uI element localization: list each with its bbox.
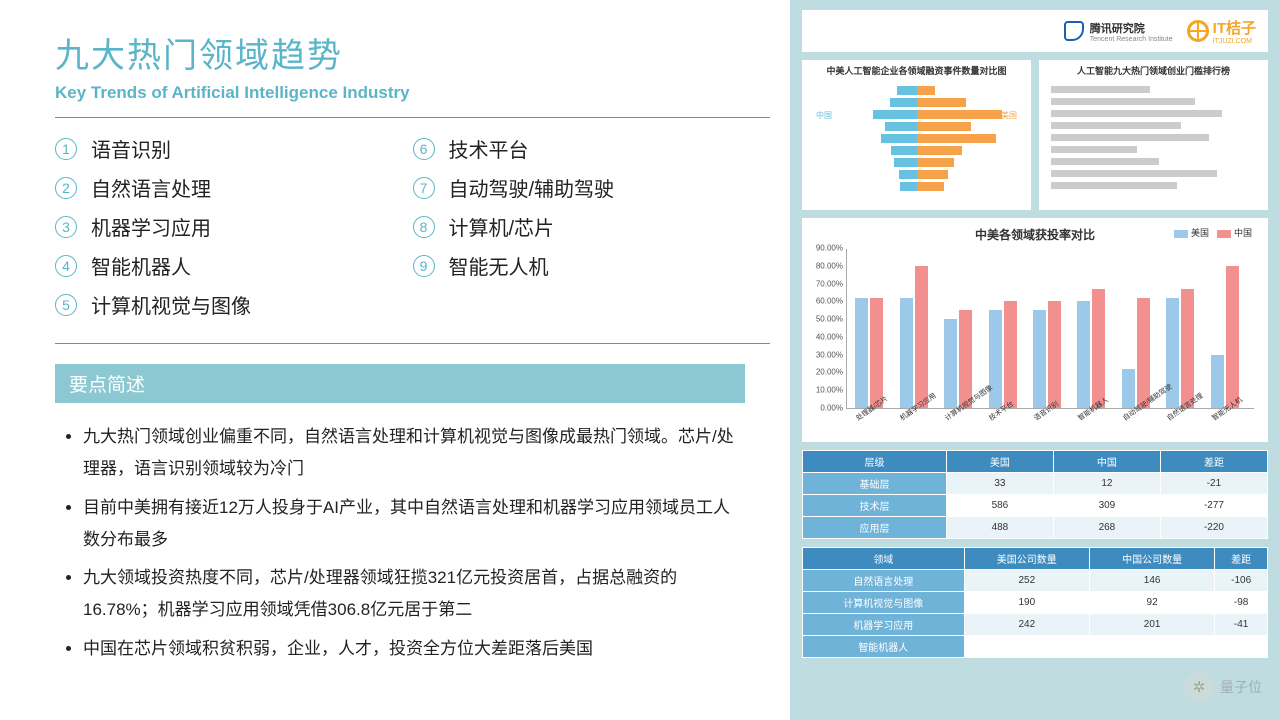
cell: 488 xyxy=(946,517,1053,539)
cell: -106 xyxy=(1215,570,1268,592)
left-panel: 九大热门领域趋势 Key Trends of Artificial Intell… xyxy=(0,0,790,720)
cell: 33 xyxy=(946,473,1053,495)
logo-itjuzi-label: IT桔子 xyxy=(1213,17,1256,38)
th: 中国公司数量 xyxy=(1089,548,1214,570)
th: 中国 xyxy=(1053,451,1160,473)
cell: 125 xyxy=(1089,636,1214,658)
cell: -41 xyxy=(1215,614,1268,636)
bullet-item: 目前中美拥有接近12万人投身于AI产业，其中自然语言处理和机器学习应用领域员工人… xyxy=(83,492,745,557)
main-chart-legend: 美国 中国 xyxy=(1174,226,1252,239)
cell: 91 xyxy=(964,636,1089,658)
domain-item: 6技术平台 xyxy=(413,134,771,163)
mini-chart-pyramid: 中美人工智能企业各领域融资事件数量对比图 xyxy=(802,60,1031,210)
row-header: 计算机视觉与图像 xyxy=(803,592,965,614)
cell: 34 xyxy=(1215,636,1268,658)
cell: 242 xyxy=(964,614,1089,636)
main-chart: 中美各领域获投率对比 美国 中国 0.00%10.00%20.00%30.00%… xyxy=(802,218,1268,442)
divider-2 xyxy=(55,343,770,344)
cell: -277 xyxy=(1160,495,1267,517)
domain-item: 9智能无人机 xyxy=(413,251,771,280)
th: 差距 xyxy=(1215,548,1268,570)
mini-chart-left-title: 中美人工智能企业各领域融资事件数量对比图 xyxy=(808,64,1025,77)
bullet-list: 九大热门领域创业偏重不同，自然语言处理和计算机视觉与图像成最热门领域。芯片/处理… xyxy=(55,421,745,665)
domain-item: 3机器学习应用 xyxy=(55,212,413,241)
logo-tencent-sub: Tencent Research Institute xyxy=(1090,36,1173,43)
legend-us: 美国 xyxy=(1191,228,1209,238)
bullet-item: 中国在芯片领域积贫积弱，企业，人才，投资全方位大差距落后美国 xyxy=(83,633,745,665)
row-header: 智能机器人 xyxy=(803,636,965,658)
table-domains: 领域美国公司数量中国公司数量差距自然语言处理252146-106 计算机视觉与图像… xyxy=(802,547,1268,658)
th: 层级 xyxy=(803,451,947,473)
logo-tencent: 腾讯研究院 Tencent Research Institute xyxy=(1064,20,1173,43)
logo-itjuzi-sub: ITJUZI.COM xyxy=(1213,38,1256,45)
logo-row: 腾讯研究院 Tencent Research Institute IT桔子 IT… xyxy=(802,10,1268,52)
cell: 92 xyxy=(1089,592,1214,614)
domain-item: 7自动驾驶/辅助驾驶 xyxy=(413,173,771,202)
cell: -98 xyxy=(1215,592,1268,614)
row-header: 技术层 xyxy=(803,495,947,517)
bullet-item: 九大热门领域创业偏重不同，自然语言处理和计算机视觉与图像成最热门领域。芯片/处理… xyxy=(83,421,745,486)
row-header: 机器学习应用 xyxy=(803,614,965,636)
logo-itjuzi: IT桔子 ITJUZI.COM xyxy=(1187,17,1256,45)
cell: -21 xyxy=(1160,473,1267,495)
th: 美国公司数量 xyxy=(964,548,1089,570)
section-bar: 要点简述 xyxy=(55,364,745,403)
cell: 268 xyxy=(1053,517,1160,539)
domain-item: 8计算机/芯片 xyxy=(413,212,771,241)
domain-item: 1语音识别 xyxy=(55,134,413,163)
cell: 252 xyxy=(964,570,1089,592)
legend-cn: 中国 xyxy=(1234,228,1252,238)
cell: 309 xyxy=(1053,495,1160,517)
logo-tencent-label: 腾讯研究院 xyxy=(1090,20,1173,36)
th: 差距 xyxy=(1160,451,1267,473)
bullet-item: 九大领域投资热度不同，芯片/处理器领域狂揽321亿元投资居首，占据总融资的16.… xyxy=(83,562,745,627)
row-header: 应用层 xyxy=(803,517,947,539)
cell: 12 xyxy=(1053,473,1160,495)
watermark-text: 量子位 xyxy=(1220,677,1262,697)
mini-chart-hbars: 人工智能九大热门领域创业门槛排行榜 xyxy=(1039,60,1268,210)
cell: 201 xyxy=(1089,614,1214,636)
domain-item: 4智能机器人 xyxy=(55,251,413,280)
title-cn: 九大热门领域趋势 xyxy=(55,28,770,77)
domain-item: 2自然语言处理 xyxy=(55,173,413,202)
cell: 146 xyxy=(1089,570,1214,592)
title-en: Key Trends of Artificial Intelligence In… xyxy=(55,83,770,103)
th: 领域 xyxy=(803,548,965,570)
cell: 190 xyxy=(964,592,1089,614)
domain-item: 5计算机视觉与图像 xyxy=(55,290,413,319)
th: 美国 xyxy=(946,451,1053,473)
watermark: ✲ 量子位 xyxy=(1184,672,1262,702)
cell: 586 xyxy=(946,495,1053,517)
wechat-icon: ✲ xyxy=(1184,672,1214,702)
cell: -220 xyxy=(1160,517,1267,539)
table-layers: 层级美国中国差距基础层3312-21 技术层586309-277 应用层488268… xyxy=(802,450,1268,539)
domain-list: 1语音识别 2自然语言处理 3机器学习应用 4智能机器人 5计算机视觉与图像 6技术平台… xyxy=(55,134,770,329)
tencent-icon xyxy=(1064,21,1084,41)
right-panel: 腾讯研究院 Tencent Research Institute IT桔子 IT… xyxy=(790,0,1280,720)
row-header: 基础层 xyxy=(803,473,947,495)
divider xyxy=(55,117,770,118)
row-header: 自然语言处理 xyxy=(803,570,965,592)
itjuzi-icon xyxy=(1187,20,1209,42)
mini-chart-right-title: 人工智能九大热门领域创业门槛排行榜 xyxy=(1045,64,1262,77)
